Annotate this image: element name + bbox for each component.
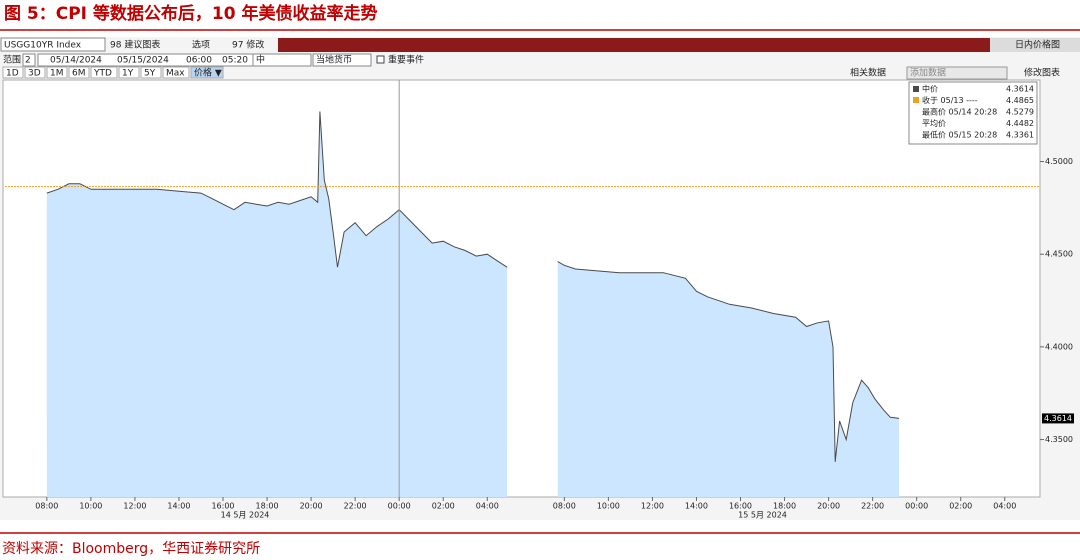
currency-box[interactable]: [312, 53, 372, 67]
y-tick-label: 4.5000: [1045, 157, 1073, 166]
add-button[interactable]: 添加数据: [910, 67, 946, 79]
x-tick-label: 12:00: [641, 502, 664, 511]
x-tick-label: 08:00: [35, 502, 58, 511]
legend-label: 最高价 05/14 20:28: [922, 107, 997, 117]
x-tick-label: 00:00: [388, 502, 411, 511]
y-tick-label: 4.4000: [1045, 342, 1073, 351]
range-box[interactable]: [22, 53, 36, 67]
currency[interactable]: 当地货币: [316, 54, 352, 66]
x-tick-label: 02:00: [432, 502, 455, 511]
figure-title: 图 5：CPI 等数据公布后，10 年美债收益率走势: [4, 3, 378, 24]
ticker-box[interactable]: [0, 37, 106, 52]
x-tick-label: 04:00: [993, 502, 1016, 511]
end-time[interactable]: 05:20: [222, 56, 248, 66]
legend-swatch: [913, 86, 919, 92]
ticker[interactable]: USGG10YR Index: [4, 41, 82, 51]
x-tick-label: 18:00: [256, 502, 279, 511]
suggest-button[interactable]: 98 建议图表: [110, 39, 160, 51]
plot: 4.3500 4.4000 4.4500 4.5000 08:00 10:00 12:00 1…: [5, 80, 1074, 520]
x-tick-label: 14:00: [685, 502, 708, 511]
options-button[interactable]: 选项: [192, 39, 210, 51]
x-tick-label: 00:00: [905, 502, 928, 511]
legend-label: 中价: [922, 84, 938, 94]
last-value-box: [1042, 413, 1074, 424]
start-time[interactable]: 06:00: [186, 56, 212, 66]
edit-button[interactable]: 97 修改: [232, 39, 264, 51]
events-label[interactable]: 重要事件: [388, 54, 424, 66]
legend-label: 收于 05/13 ----: [922, 95, 978, 105]
period-button[interactable]: [24, 66, 46, 79]
x-tick-label: 16:00: [211, 502, 234, 511]
legend-value: 4.4482: [1006, 119, 1034, 128]
legend-swatch: [913, 97, 919, 103]
period-button[interactable]: [46, 66, 68, 79]
related-button[interactable]: 相关数据: [850, 67, 886, 79]
x-tick-label: 16:00: [729, 502, 752, 511]
edit-chart-button[interactable]: 修改图表: [1024, 67, 1060, 79]
x-tick-label: 08:00: [553, 502, 576, 511]
legend-label: 最低价 05/15 20:28: [922, 130, 997, 140]
x-tick-label: 12:00: [123, 502, 146, 511]
period-label[interactable]: 1M: [50, 69, 64, 79]
area: [557, 261, 900, 497]
legend-label: 平均价: [922, 118, 946, 128]
period-button[interactable]: [118, 66, 140, 79]
period-button[interactable]: [140, 66, 162, 79]
source: 资料来源：Bloomberg，华西证券研究所: [2, 541, 260, 557]
range-label: 范围: [3, 54, 21, 66]
period-label[interactable]: 6M: [72, 69, 86, 79]
field-box[interactable]: [252, 53, 312, 67]
period-label[interactable]: 3D: [28, 69, 41, 79]
legend: 中价 4.3614 收于 05/13 ---- 4.4865 最高价 05/14 20:…: [913, 84, 1034, 140]
y-tick-label: 4.4500: [1045, 250, 1073, 259]
legend-value: 4.3361: [1006, 131, 1034, 140]
period-button[interactable]: [190, 66, 224, 79]
period-bar: 1D 3D 1M 6M YTD 1Y 5Y Max 价格 ▼: [2, 66, 224, 79]
x-tick-label: 10:00: [597, 502, 620, 511]
events-checkbox[interactable]: [376, 55, 385, 64]
day-label: 15 5月 2024: [738, 511, 787, 520]
end-date[interactable]: 05/15/2024: [117, 56, 169, 66]
period-label[interactable]: Max: [166, 69, 185, 79]
line: [557, 261, 900, 462]
x-tick-label: 04:00: [476, 502, 499, 511]
x-tick-label: 02:00: [949, 502, 972, 511]
add-box[interactable]: [906, 66, 1008, 80]
period-button[interactable]: [68, 66, 90, 79]
start-date[interactable]: 05/14/2024: [50, 56, 102, 66]
period-label[interactable]: 价格 ▼: [194, 67, 222, 79]
period-label[interactable]: 5Y: [144, 69, 156, 79]
field[interactable]: 中: [256, 54, 265, 66]
legend-value: 4.3614: [1006, 85, 1034, 94]
last-value: 4.3614: [1044, 414, 1072, 423]
legend-box: [908, 81, 1038, 145]
y-tick-label: 4.3500: [1045, 435, 1073, 444]
area: [46, 111, 508, 497]
period-button[interactable]: [2, 66, 24, 79]
x-tick-label: 20:00: [817, 502, 840, 511]
period-label[interactable]: 1Y: [122, 69, 134, 79]
x-tick-label: 18:00: [773, 502, 796, 511]
period-label[interactable]: YTD: [93, 69, 112, 79]
line: [46, 111, 508, 268]
legend-value: 4.5279: [1006, 108, 1034, 117]
day-label: 14 5月 2024: [221, 511, 270, 520]
x-tick-label: 14:00: [167, 502, 190, 511]
x-tick-label: 10:00: [79, 502, 102, 511]
period-button[interactable]: [90, 66, 118, 79]
chart-name-box: [990, 38, 1080, 52]
x-tick-label: 22:00: [344, 502, 367, 511]
period-button[interactable]: [162, 66, 190, 79]
legend-value: 4.4865: [1006, 96, 1034, 105]
chart-name: 日内价格图: [1015, 39, 1060, 51]
period-label[interactable]: 1D: [6, 69, 19, 79]
x-tick-label: 20:00: [300, 502, 323, 511]
x-tick-label: 22:00: [861, 502, 884, 511]
range-value[interactable]: 2: [25, 56, 31, 66]
title-bar: [278, 38, 990, 52]
